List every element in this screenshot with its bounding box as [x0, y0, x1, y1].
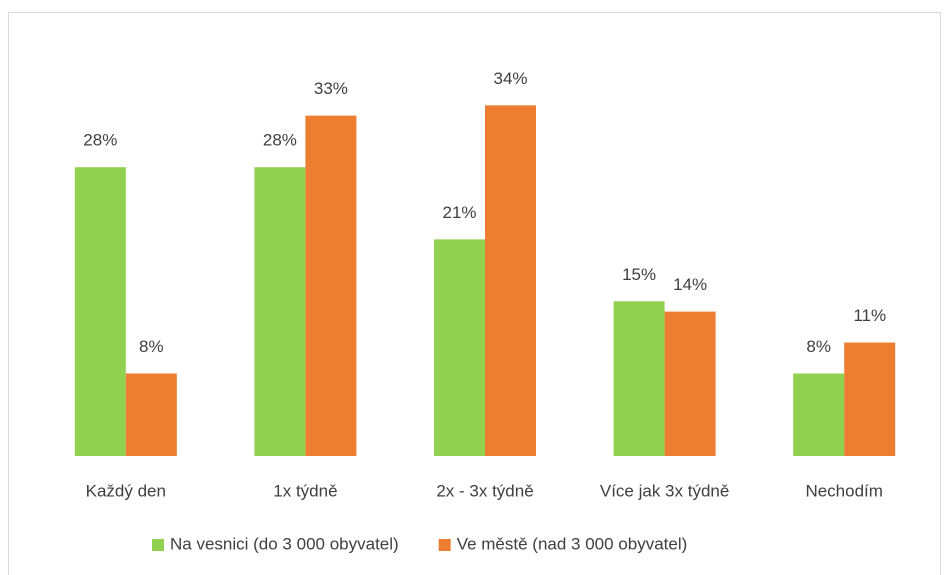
x-tick-label: Více jak 3x týdně — [600, 481, 729, 500]
bar — [305, 115, 357, 456]
data-label: 34% — [493, 69, 527, 88]
data-label: 8% — [806, 337, 831, 356]
data-label: 14% — [673, 275, 707, 294]
bar — [434, 239, 485, 456]
bar — [125, 373, 177, 456]
data-label: 28% — [263, 131, 297, 150]
legend-swatch — [152, 539, 164, 551]
bar — [613, 301, 665, 456]
data-label: 33% — [314, 79, 348, 98]
legend-label: Ve městě (nad 3 000 obyvatel) — [457, 534, 688, 553]
x-tick-label: Každý den — [86, 481, 166, 500]
bar — [485, 105, 536, 457]
data-label: 15% — [622, 265, 656, 284]
bar — [254, 167, 306, 456]
data-label: 28% — [83, 131, 117, 150]
bar — [664, 311, 716, 456]
data-label: 21% — [442, 203, 476, 222]
x-tick-label: 2x - 3x týdně — [436, 481, 533, 500]
x-tick-label: Nechodím — [805, 481, 882, 500]
x-tick-label: 1x týdně — [273, 481, 337, 500]
data-label: 8% — [139, 337, 164, 356]
chart-frame — [8, 12, 941, 575]
bar — [844, 342, 896, 456]
bar — [793, 373, 845, 456]
data-label: 11% — [853, 306, 886, 325]
bar — [74, 167, 126, 456]
legend-label: Na vesnici (do 3 000 obyvatel) — [170, 534, 399, 553]
legend-swatch — [438, 539, 451, 551]
